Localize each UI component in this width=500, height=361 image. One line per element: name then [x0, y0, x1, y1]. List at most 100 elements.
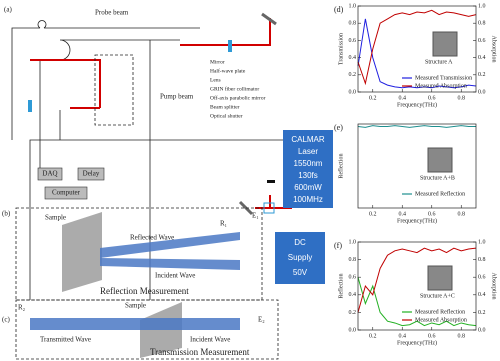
legend-label: GRIN fiber collimator	[210, 85, 259, 92]
label: Incident Wave	[155, 272, 195, 280]
legend-label: Measured Reflection	[415, 308, 465, 315]
label: E₂	[258, 316, 265, 324]
y-axis-label: Reflection	[337, 274, 344, 299]
series-line	[357, 247, 477, 313]
x-axis-label: Frequency(THz)	[397, 101, 437, 108]
structure-label: Structure A	[425, 59, 453, 65]
label: Incident Wave	[190, 336, 230, 344]
y-tick-label: 1.0	[349, 239, 357, 245]
x-tick-label: 0.6	[428, 95, 436, 101]
computer-box	[44, 186, 88, 200]
x-tick-label: 0.4	[399, 333, 407, 339]
cube-icon	[427, 265, 453, 291]
beam-path	[30, 18, 271, 109]
y2-axis-label: Absorption	[491, 36, 497, 63]
label: Sample	[45, 214, 66, 222]
legend-label: Beam splitter	[210, 104, 240, 110]
y-tick-label: 0.0	[349, 327, 357, 333]
fiber-lines	[11, 20, 301, 300]
panel-label: (e)	[334, 123, 343, 132]
x-tick-label: 0.2	[369, 95, 377, 101]
section-title: Transmission Measurement	[150, 347, 250, 357]
y2-tick-label: 1.0	[478, 239, 486, 245]
half-wave-plate	[228, 40, 232, 52]
x-tick-label: 0.4	[399, 211, 407, 217]
plot-frame	[357, 241, 477, 331]
delay-box	[94, 54, 134, 126]
label: R₁	[220, 220, 227, 228]
mirror	[261, 12, 277, 26]
label: Transmitted Wave	[40, 336, 91, 344]
laser-label: 1550nm	[294, 159, 323, 168]
half-wave-plate	[28, 100, 32, 112]
panel-label: (d)	[334, 5, 344, 14]
dc-label: DC	[294, 238, 306, 247]
label: Delay	[83, 170, 100, 178]
y2-axis-label: Absorption	[491, 273, 497, 300]
section-title: Reflection Measurement	[100, 286, 189, 296]
x-tick-label: 0.6	[428, 211, 436, 217]
waves	[30, 318, 240, 330]
legend: Mirror Half-wave plate Lens GRIN fiber c…	[210, 59, 266, 119]
legend-label: Optical shutter	[210, 113, 243, 119]
structure-label: Structure A+B	[420, 175, 455, 181]
legend-label: Measured Absorption	[415, 83, 467, 89]
sample	[62, 212, 102, 292]
cube-icon	[427, 147, 453, 173]
label: Sample	[125, 302, 146, 310]
delay-box	[77, 167, 105, 181]
y-axis-label: Reflection	[337, 154, 344, 179]
y-tick-label: 1.0	[349, 3, 357, 9]
y-axis-label: Transmission	[338, 33, 344, 65]
y-tick-label: 0.6	[349, 275, 357, 281]
legend-label: Measured Transmission	[415, 75, 472, 81]
laser-label: Laser	[298, 147, 318, 156]
y2-tick-label: 0.2	[478, 72, 486, 78]
series-line	[357, 9, 477, 86]
x-tick-label: 0.8	[458, 211, 466, 217]
beam-splitter	[263, 202, 275, 214]
setup-diagram: (a) Probe beam Pump beam Mirror Half-wav…	[2, 6, 333, 360]
laser-label: 600mW	[294, 183, 322, 192]
dc-label: Supply	[288, 253, 312, 262]
legend-label: Measured Reflection	[415, 190, 465, 197]
label: E₁	[252, 212, 259, 220]
x-tick-label: 0.2	[369, 211, 377, 217]
label: DAQ	[42, 170, 57, 178]
y2-tick-label: 0.2	[478, 310, 486, 316]
series-line	[357, 277, 477, 327]
laser-box	[283, 130, 333, 208]
y-tick-label: 0.8	[349, 21, 357, 27]
label: Pump beam	[160, 93, 194, 101]
label: Probe beam	[95, 9, 129, 17]
x-tick-label: 0.8	[458, 95, 466, 101]
x-tick-label: 0.6	[428, 333, 436, 339]
panel-label: (c)	[2, 316, 10, 324]
plot-frame	[357, 5, 477, 93]
optical-shutter	[267, 180, 275, 183]
legend-label: Measured Absorption	[415, 317, 467, 323]
y2-tick-label: 0.4	[478, 292, 486, 298]
legend-label: Lens	[210, 77, 221, 83]
y-tick-label: 0.2	[349, 72, 357, 78]
y2-tick-label: 0.8	[478, 257, 486, 263]
x-tick-label: 0.4	[399, 95, 407, 101]
panel-label: (f)	[334, 241, 342, 250]
daq-box	[37, 167, 63, 181]
laser-label: CALMAR	[291, 135, 325, 144]
y-tick-label: 0.4	[349, 292, 357, 298]
label: R₂	[18, 304, 26, 312]
plot-frame	[357, 123, 477, 209]
y2-tick-label: 0.6	[478, 275, 486, 281]
y-tick-label: 0.6	[349, 38, 357, 44]
panel-label: (b)	[2, 210, 11, 218]
laser-label: 130fs	[298, 171, 318, 180]
label: Computer	[52, 189, 81, 197]
x-tick-label: 0.8	[458, 333, 466, 339]
transmission-box	[15, 299, 279, 360]
legend-label: Off-axis parabolic mirror	[210, 94, 266, 101]
legend-label: Half-wave plate	[210, 67, 246, 74]
cube-icon	[432, 31, 458, 57]
x-axis-label: Frequency(THz)	[397, 339, 437, 346]
